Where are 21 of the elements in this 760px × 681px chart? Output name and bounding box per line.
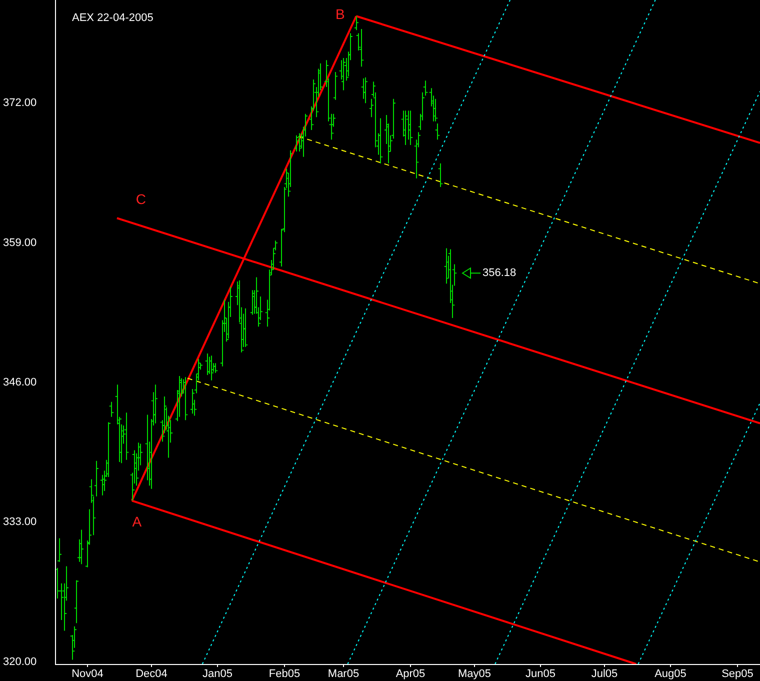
x-tick-label: Dec04 xyxy=(136,668,168,680)
x-tick-label: Feb05 xyxy=(268,668,300,680)
x-tick-label: Jun05 xyxy=(526,668,556,680)
y-tick-label: 333.00 xyxy=(3,516,37,528)
annotation: B xyxy=(336,6,345,22)
x-tick-label: Jul05 xyxy=(591,668,618,680)
y-tick-label: 346.00 xyxy=(3,376,37,388)
annotation: 356.18 xyxy=(482,267,516,280)
x-tick-label: Nov04 xyxy=(72,668,104,680)
annotation: C xyxy=(136,191,146,208)
y-tick-label: 359.00 xyxy=(3,236,37,249)
y-tick-label: 320.00 xyxy=(3,656,37,668)
x-tick-label: Apr05 xyxy=(396,668,426,680)
x-tick-label: Aug05 xyxy=(654,668,686,680)
annotation: A xyxy=(132,514,142,530)
x-tick-label: May05 xyxy=(458,668,492,680)
y-tick-label: 372.00 xyxy=(3,97,37,110)
x-tick-label: Jan05 xyxy=(202,668,232,680)
text: AEX 22-04-2005 xyxy=(72,12,154,24)
x-tick-label: Sep05 xyxy=(722,668,754,680)
x-tick-label: Mar05 xyxy=(328,668,360,680)
